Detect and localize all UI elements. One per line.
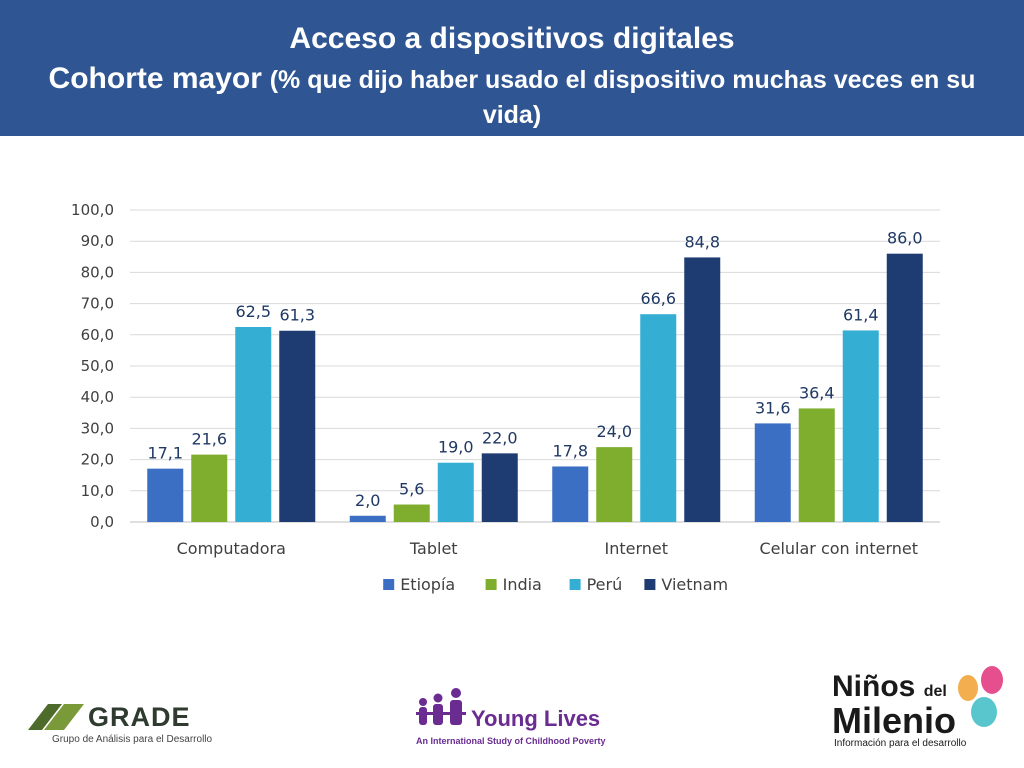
young-lives-name: Young Lives xyxy=(471,706,601,731)
grade-subtitle: Grupo de Análisis para el Desarrollo xyxy=(52,734,213,745)
chart-title: Acceso a dispositivos digitales xyxy=(289,22,735,55)
grade-name: GRADE xyxy=(88,702,191,732)
y-tick-label: 0,0 xyxy=(90,513,114,531)
legend-swatch xyxy=(569,579,581,590)
value-labels: 17,1 21,6 62,5 61,3 2,0 5,6 19,0 22,0 17,8 24,0 66… xyxy=(147,229,922,510)
chart-subtitle: Cohorte mayor (% que dijo haber usado el… xyxy=(20,62,1004,132)
category-label: Celular con internet xyxy=(759,539,918,558)
grade-mark-icon xyxy=(28,704,84,730)
data-label: 62,5 xyxy=(235,302,271,321)
bar xyxy=(279,330,316,522)
cohort-label: Cohorte mayor xyxy=(48,62,262,95)
cohort-description: (% que dijo haber usado el dispositivo m… xyxy=(269,66,976,129)
category-label: Computadora xyxy=(177,539,286,558)
y-tick-label: 80,0 xyxy=(81,263,114,281)
category-labels: Computadora Tablet Internet Celular con int… xyxy=(177,539,918,558)
bar xyxy=(754,423,791,522)
data-label: 22,0 xyxy=(482,428,518,447)
bar xyxy=(481,453,518,522)
y-tick-label: 90,0 xyxy=(81,232,114,250)
ndm-subtitle: Información para el desarrollo xyxy=(834,738,967,749)
ndm-ninos: Niños xyxy=(832,670,916,703)
legend-label: Etiopía xyxy=(400,575,455,594)
data-label: 61,4 xyxy=(843,305,879,324)
data-label: 19,0 xyxy=(438,438,474,457)
legend-label: Vietnam xyxy=(661,575,728,594)
bar xyxy=(349,515,386,522)
data-label: 17,1 xyxy=(147,444,183,463)
bar-chart: 0,0 10,0 20,0 30,0 40,0 50,0 60,0 70,0 80,0 90,0 1… xyxy=(71,201,940,594)
y-tick-label: 10,0 xyxy=(81,482,114,500)
ndm-line1: Niños del xyxy=(832,670,947,704)
data-label: 84,8 xyxy=(684,232,720,251)
data-label: 24,0 xyxy=(596,422,632,441)
bar xyxy=(235,327,272,522)
bar xyxy=(191,454,228,522)
data-label: 66,6 xyxy=(640,289,676,308)
data-label: 31,6 xyxy=(755,398,791,417)
legend-label: Perú xyxy=(587,575,623,594)
category-label: Internet xyxy=(604,539,668,558)
data-label: 21,6 xyxy=(191,430,227,449)
y-tick-label: 70,0 xyxy=(81,295,114,313)
data-label: 36,4 xyxy=(799,383,835,402)
data-label: 5,6 xyxy=(399,480,424,499)
fingerprints-icon xyxy=(958,666,1003,727)
bar xyxy=(147,468,184,522)
ndm-milenio: Milenio xyxy=(832,700,956,741)
y-tick-label: 20,0 xyxy=(81,451,114,469)
bar xyxy=(842,330,879,522)
young-lives-logo: Young Lives An International Study of Ch… xyxy=(414,688,614,750)
legend-swatch xyxy=(644,579,656,590)
y-tick-label: 50,0 xyxy=(81,357,114,375)
bar xyxy=(437,462,474,522)
legend-swatch xyxy=(383,579,395,590)
bar xyxy=(886,253,923,522)
y-tick-label: 30,0 xyxy=(81,419,114,437)
bar xyxy=(393,504,430,522)
bar xyxy=(596,447,633,522)
data-label: 2,0 xyxy=(355,491,380,510)
data-label: 17,8 xyxy=(552,441,588,460)
children-figures-icon xyxy=(416,688,466,725)
bar xyxy=(552,466,589,522)
y-tick-label: 100,0 xyxy=(71,201,114,219)
title-banner: Acceso a dispositivos digitales Cohorte … xyxy=(0,0,1024,136)
y-tick-label: 60,0 xyxy=(81,326,114,344)
category-label: Tablet xyxy=(409,539,458,558)
grade-logo: GRADE Grupo de Análisis para el Desarrol… xyxy=(28,700,228,750)
data-label: 61,3 xyxy=(279,306,315,325)
bar xyxy=(684,257,721,522)
ninos-del-milenio-logo: Niños del Milenio Información para el de… xyxy=(832,664,1008,754)
ndm-del: del xyxy=(923,683,947,700)
legend-label: India xyxy=(503,575,542,594)
y-axis: 0,0 10,0 20,0 30,0 40,0 50,0 60,0 70,0 80,0 90,0 1… xyxy=(71,201,114,531)
legend-swatch xyxy=(485,579,497,590)
bar xyxy=(798,408,835,522)
data-label: 86,0 xyxy=(887,229,923,248)
young-lives-subtitle: An International Study of Childhood Pove… xyxy=(416,736,606,746)
y-tick-label: 40,0 xyxy=(81,388,114,406)
bars xyxy=(147,253,923,522)
legend: Etiopía India Perú Vietnam xyxy=(383,575,728,594)
bar xyxy=(640,314,677,522)
